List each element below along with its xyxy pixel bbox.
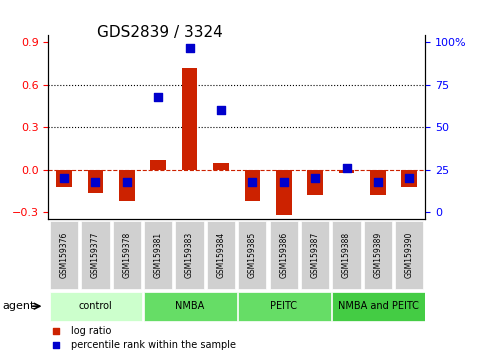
FancyBboxPatch shape: [50, 292, 142, 321]
Bar: [182, 68, 198, 170]
Point: [301, 254, 309, 260]
Point: [123, 179, 130, 185]
Bar: [244, 170, 260, 201]
Text: agent: agent: [2, 301, 35, 311]
Point: [249, 179, 256, 185]
Bar: [339, 170, 355, 173]
Text: GDS2839 / 3324: GDS2839 / 3324: [97, 25, 222, 40]
Text: control: control: [79, 301, 112, 311]
Text: percentile rank within the sample: percentile rank within the sample: [71, 340, 236, 350]
Bar: [370, 170, 386, 195]
FancyBboxPatch shape: [144, 221, 172, 289]
FancyBboxPatch shape: [113, 221, 141, 289]
Point: [217, 108, 225, 113]
Bar: [119, 170, 135, 201]
FancyBboxPatch shape: [332, 221, 361, 289]
Bar: [401, 170, 417, 187]
Point: [312, 176, 319, 181]
Bar: [87, 170, 103, 193]
Text: log ratio: log ratio: [71, 326, 111, 336]
FancyBboxPatch shape: [301, 221, 329, 289]
Text: GSM159388: GSM159388: [342, 232, 351, 278]
FancyBboxPatch shape: [50, 221, 78, 289]
Point: [155, 94, 162, 100]
Point: [280, 179, 288, 185]
Point: [301, 127, 309, 132]
Bar: [150, 160, 166, 170]
Point: [374, 179, 382, 185]
FancyBboxPatch shape: [238, 221, 267, 289]
Text: PEITC: PEITC: [270, 301, 297, 311]
Text: NMBA and PEITC: NMBA and PEITC: [338, 301, 418, 311]
Text: GSM159378: GSM159378: [122, 232, 131, 278]
Bar: [213, 163, 229, 170]
Text: GSM159376: GSM159376: [59, 232, 69, 278]
Text: GSM159387: GSM159387: [311, 232, 320, 278]
Text: GSM159381: GSM159381: [154, 232, 163, 278]
FancyBboxPatch shape: [207, 221, 235, 289]
FancyBboxPatch shape: [238, 292, 331, 321]
Point: [186, 45, 194, 50]
FancyBboxPatch shape: [144, 292, 237, 321]
FancyBboxPatch shape: [175, 221, 204, 289]
Text: GSM159384: GSM159384: [216, 232, 226, 278]
Text: GSM159383: GSM159383: [185, 232, 194, 278]
Text: NMBA: NMBA: [175, 301, 204, 311]
FancyBboxPatch shape: [332, 292, 425, 321]
Bar: [276, 170, 292, 215]
Text: GSM159389: GSM159389: [373, 232, 383, 278]
Point: [92, 179, 99, 185]
Bar: [307, 170, 323, 195]
FancyBboxPatch shape: [364, 221, 392, 289]
Point: [406, 176, 413, 181]
Text: GSM159377: GSM159377: [91, 232, 100, 278]
FancyBboxPatch shape: [81, 221, 110, 289]
FancyBboxPatch shape: [270, 221, 298, 289]
Text: GSM159386: GSM159386: [279, 232, 288, 278]
Point: [60, 176, 68, 181]
Bar: [56, 170, 72, 187]
Text: GSM159385: GSM159385: [248, 232, 257, 278]
Text: GSM159390: GSM159390: [405, 232, 414, 278]
FancyBboxPatch shape: [395, 221, 424, 289]
Point: [343, 165, 351, 171]
